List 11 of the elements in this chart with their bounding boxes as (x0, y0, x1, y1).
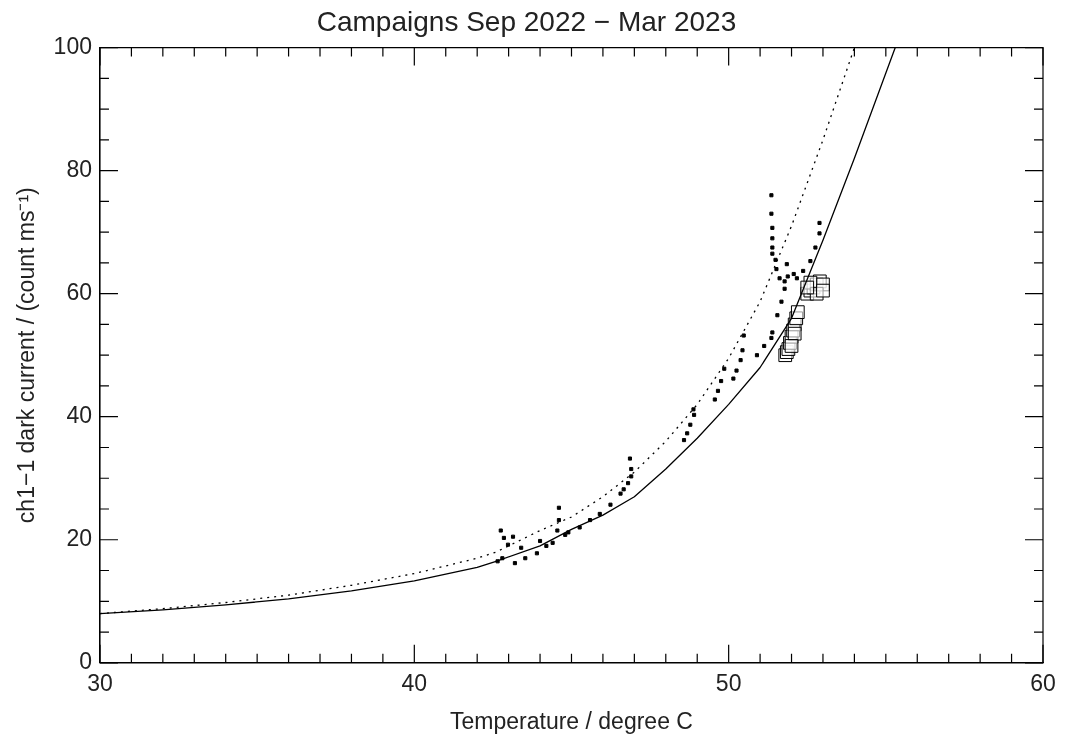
x-tick-label: 40 (401, 669, 428, 696)
x-axis-title: Temperature / degree C (450, 707, 693, 734)
chart-title: Campaigns Sep 2022 − Mar 2023 (316, 5, 737, 37)
y-tick-label: 100 (53, 32, 92, 59)
y-tick-label: 20 (66, 525, 92, 552)
x-tick-label: 60 (1030, 669, 1056, 696)
y-tick-label: 80 (66, 155, 92, 182)
y-tick-label: 40 (66, 402, 92, 429)
y-axis-title: ch1−1 dark current / (count ms⁻¹) (13, 187, 40, 524)
x-tick-label: 50 (715, 669, 742, 696)
y-tick-label: 60 (66, 279, 92, 306)
